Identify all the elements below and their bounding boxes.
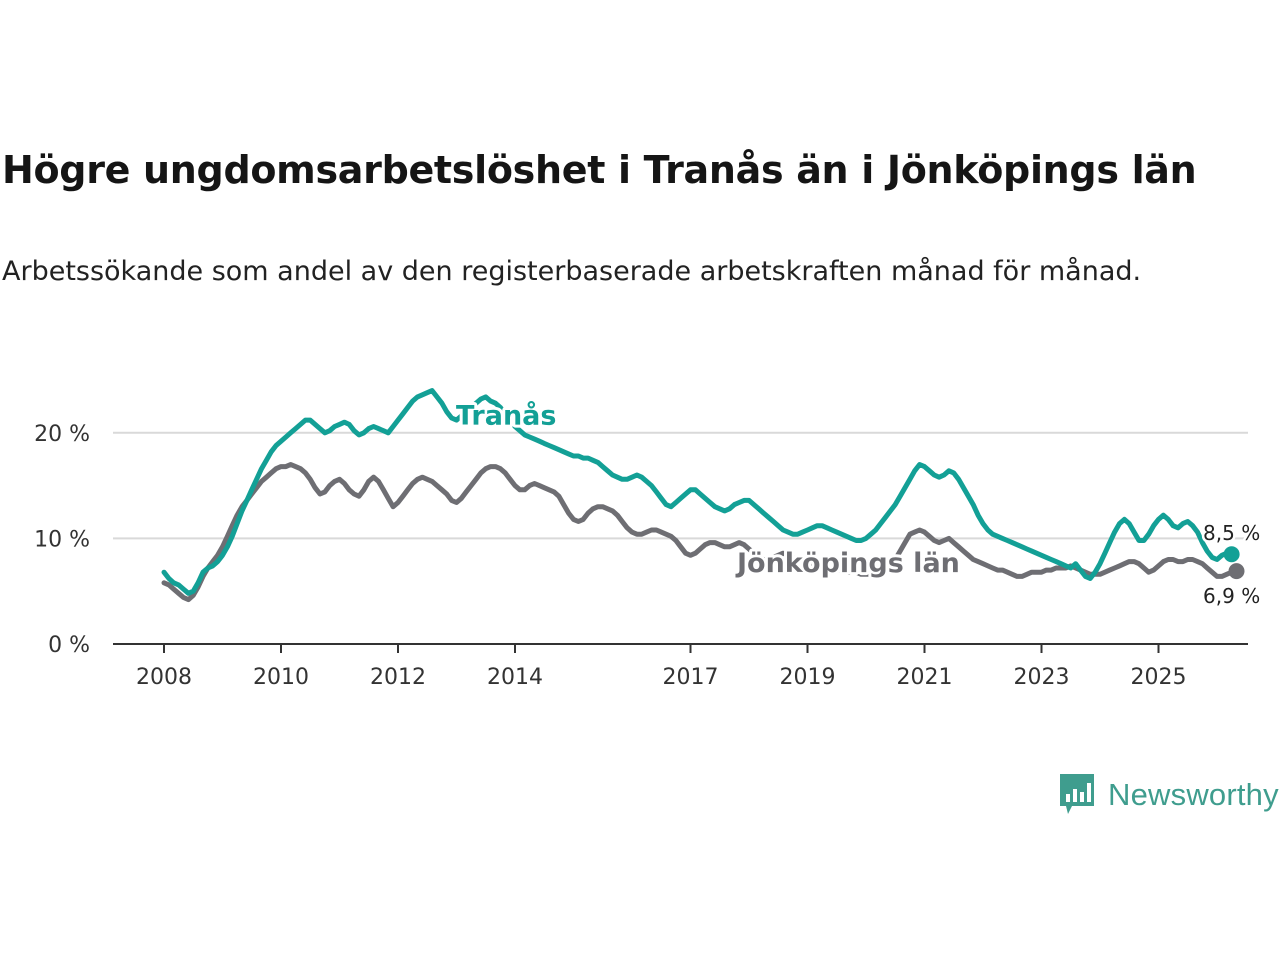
y-tick-label: 20 % <box>34 422 90 447</box>
x-axis: 2008 2010 2012 2014 2017 2019 2021 2023 2025 <box>113 643 1248 690</box>
jonkoping-series-label: Jönköpings län <box>735 548 960 579</box>
tranas-series-line <box>161 388 1235 596</box>
x-tick-label: 2025 <box>1131 665 1187 690</box>
chart-subtitle: Arbetssökande som andel av den registerb… <box>2 256 1142 287</box>
gridlines <box>113 431 1248 540</box>
tranas-end-point <box>1223 546 1240 563</box>
series-labels: 8,5 % 6,9 % Tranås Jönköpings län <box>453 396 1263 610</box>
x-tick-label: 2021 <box>897 665 953 690</box>
x-tick-label: 2023 <box>1014 665 1070 690</box>
x-tick-label: 2008 <box>136 665 192 690</box>
x-tick-label: 2014 <box>487 665 543 690</box>
y-tick-label: 0 % <box>48 633 90 658</box>
tranas-end-label: 8,5 % <box>1203 521 1260 545</box>
brand-name: Newsworthy <box>1108 777 1279 812</box>
x-tick-label: 2012 <box>370 665 426 690</box>
x-tick-label: 2019 <box>780 665 836 690</box>
tranas-series-label: Tranås <box>456 399 557 431</box>
y-tick-label: 10 % <box>34 527 90 552</box>
series-lines <box>161 388 1245 603</box>
x-tick-label: 2010 <box>253 665 309 690</box>
brand-logo[interactable]: Newsworthy <box>1058 772 1279 818</box>
jonkoping-end-label: 6,9 % <box>1203 584 1260 608</box>
y-axis: 0 % 10 % 20 % <box>34 422 90 658</box>
jonkoping-end-point <box>1228 563 1245 580</box>
chart-title: Högre ungdomsarbetslöshet i Tranås än i … <box>2 148 1197 192</box>
line-chart: 0 % 10 % 20 % 2008 2010 2012 2014 2017 2019 2021… <box>34 388 1263 690</box>
newsworthy-chart-logo-icon <box>1060 774 1094 814</box>
jonkoping-series-line <box>161 462 1239 603</box>
x-tick-label: 2017 <box>663 665 719 690</box>
